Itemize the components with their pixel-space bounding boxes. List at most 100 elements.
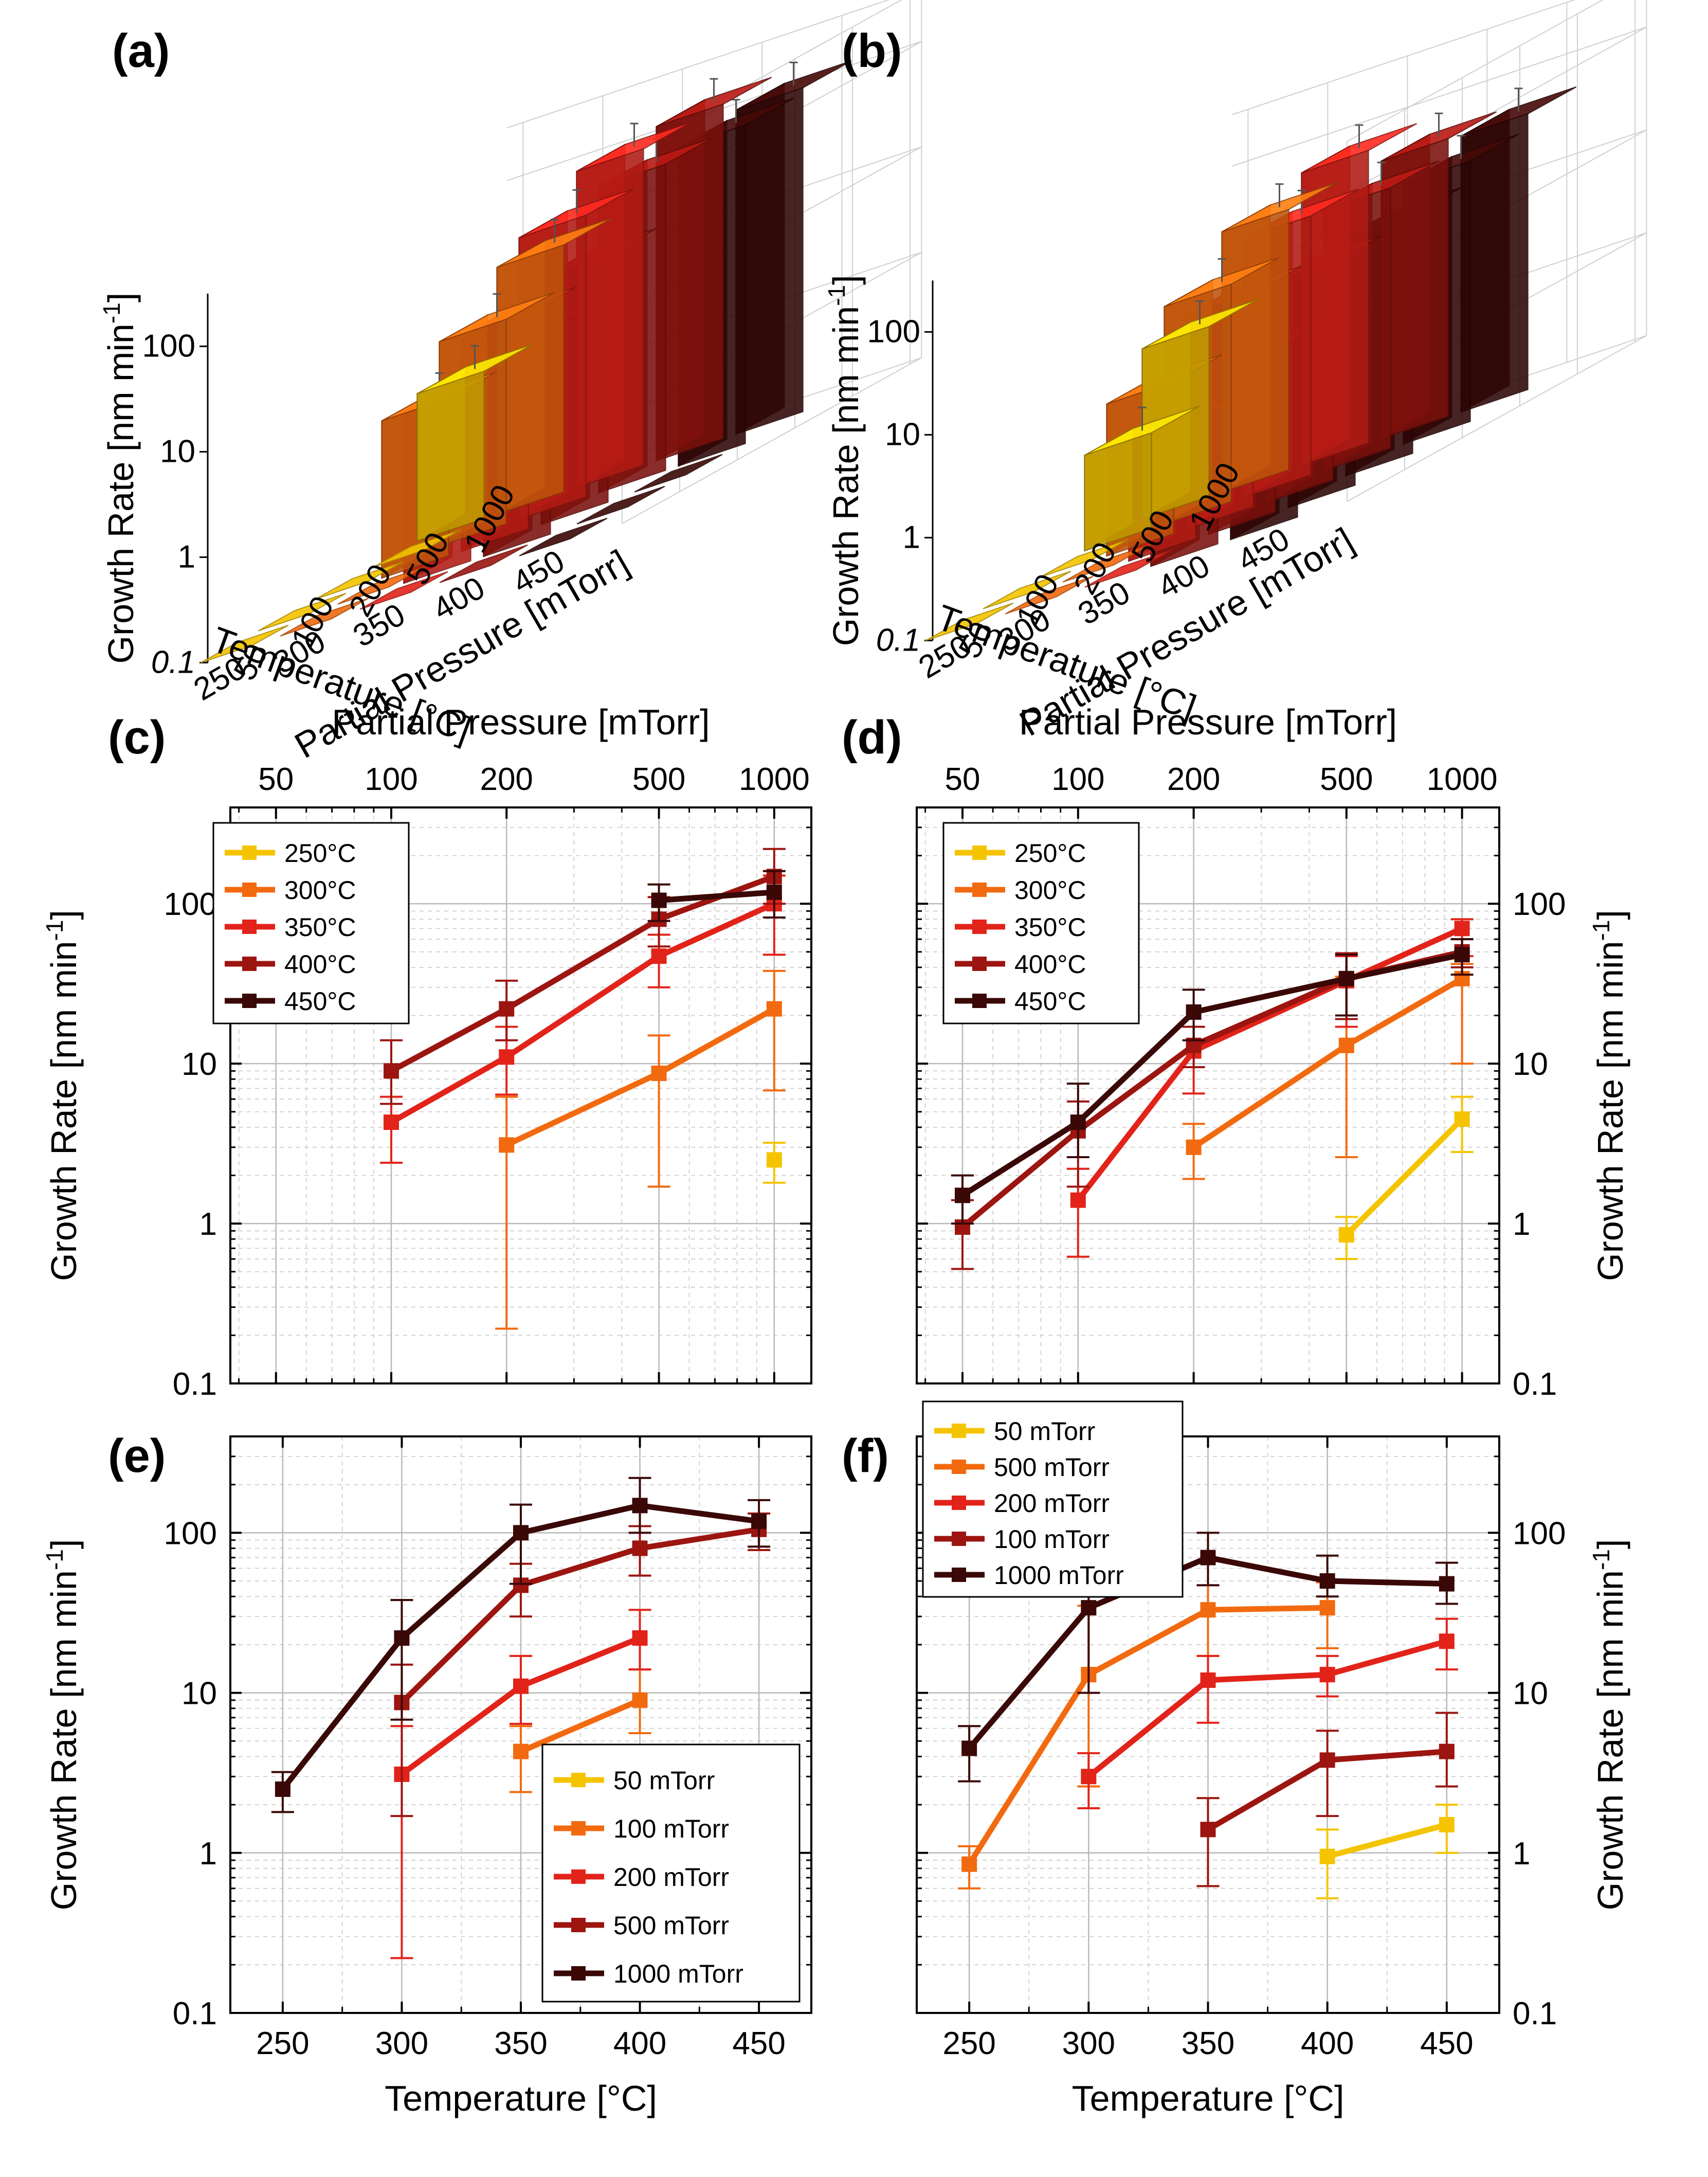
x-tick-label: 400 — [1301, 2026, 1354, 2061]
legend-label: 300°C — [284, 876, 356, 905]
data-point — [651, 1065, 667, 1081]
bar-floor-tile — [280, 598, 369, 637]
data-point — [1081, 1600, 1097, 1616]
data-point — [1200, 1672, 1216, 1688]
series-250-c — [1335, 1095, 1474, 1261]
bar-top-face — [656, 77, 772, 128]
x-axis-title: Temperature [°C] — [1072, 2078, 1344, 2118]
bar-side-face — [1221, 208, 1289, 493]
legend-marker — [571, 1966, 586, 1981]
bar-floor-tile — [337, 566, 426, 605]
data-point — [1081, 1769, 1097, 1785]
legend-box — [922, 1400, 1184, 1598]
x-axis-title: Temperature [°C] — [385, 2078, 657, 2118]
data-point — [1439, 1816, 1455, 1832]
y-tick-label: 10 — [1513, 1676, 1548, 1712]
data-point — [632, 1498, 648, 1514]
bar — [1460, 86, 1577, 413]
series-100-mtorr — [1196, 1712, 1458, 1887]
x-tick-label: 300 — [1062, 2026, 1115, 2061]
data-point — [751, 1513, 767, 1529]
z-axis-title: Growth Rate [nm min-1] — [823, 275, 866, 646]
data-point — [1439, 1633, 1455, 1649]
x-tick-label: 200 — [1167, 762, 1220, 797]
z-tick-label: 100 — [142, 328, 195, 364]
y-tick-label: 0.1 — [1513, 1366, 1557, 1402]
x-axis-title: Partial Pressure [mTorr] — [1019, 702, 1397, 742]
bar — [416, 344, 533, 542]
legend-marker — [571, 1918, 586, 1932]
panel-d-line-chart: (d) 0.1 1 10 100 50 100 200 500 1000 Partial Press… — [842, 702, 1630, 1402]
data-point — [651, 948, 667, 964]
y-axis-title: Growth Rate [nm min-1] — [41, 910, 84, 1281]
legend-marker — [972, 994, 987, 1008]
bar — [1141, 299, 1258, 520]
series-100-mtorr — [510, 1668, 651, 1793]
data-point — [766, 1152, 782, 1168]
bar-floor-tile — [200, 624, 289, 663]
panel-f-line-chart: (f) 0.1 1 10 100 250 300 350 400 450 Temperature [… — [842, 1400, 1630, 2118]
panel-label: (e) — [108, 1430, 166, 1482]
legend-marker — [952, 1568, 966, 1582]
legend-label: 450°C — [1014, 987, 1086, 1016]
x-tick-label: 450 — [1420, 2026, 1473, 2061]
z-tick-label: 10 — [160, 434, 195, 469]
data-point — [1319, 1667, 1335, 1683]
legend: 50 mTorr 500 mTorr 200 mTorr 100 mTorr 1000 … — [922, 1400, 1184, 1598]
bar-floor-tile — [1084, 549, 1173, 588]
data-point — [513, 1743, 529, 1759]
data-point — [499, 1001, 515, 1017]
x-tick-label: 500 — [632, 762, 685, 797]
y-tick-label: 10 — [1513, 1047, 1548, 1082]
panel-label: (b) — [842, 25, 902, 77]
z-tick-label: 0.1 — [151, 644, 195, 680]
panel-label: (f) — [842, 1430, 889, 1482]
data-point — [1200, 1602, 1216, 1618]
legend-label: 50 mTorr — [994, 1417, 1095, 1446]
data-point — [1070, 1192, 1086, 1208]
data-point — [961, 1856, 977, 1872]
z-tick-label: 100 — [867, 314, 920, 349]
legend-label: 250°C — [1014, 839, 1086, 868]
bar — [656, 77, 772, 462]
y-tick-label: 0.1 — [173, 1996, 217, 2031]
legend-marker — [972, 883, 987, 897]
y-tick-label: 0.1 — [1513, 1996, 1557, 2031]
series-450-c — [647, 870, 786, 922]
legend-label: 400°C — [284, 950, 356, 979]
bar — [735, 60, 852, 435]
data-point — [1454, 947, 1470, 963]
z-tick-label: 1 — [903, 519, 920, 555]
panel-label: (d) — [842, 711, 902, 764]
legend-marker — [571, 1821, 586, 1836]
data-point — [1186, 1004, 1202, 1020]
x-tick-label: 100 — [365, 762, 417, 797]
y-tick-label: 10 — [181, 1676, 217, 1712]
y-axis-title: Growth Rate [nm min-1] — [1588, 1539, 1630, 1911]
data-point — [766, 884, 782, 900]
bar-floor-tile — [925, 602, 1014, 641]
data-point — [499, 1049, 515, 1065]
bar-floor-tile — [258, 592, 347, 632]
x-tick-label: 50 — [258, 762, 294, 797]
bar-floor-tile — [634, 454, 723, 493]
series-350-c — [379, 874, 786, 1164]
bars — [925, 86, 1577, 641]
y-tick-label: 10 — [181, 1047, 217, 1082]
x-tick-label: 250 — [256, 2026, 309, 2061]
data-point — [1454, 1111, 1470, 1127]
bar-floor-tile — [1062, 544, 1151, 583]
panel-label: (c) — [108, 711, 166, 764]
y-tick-label: 100 — [1513, 1516, 1566, 1551]
y-tick-label: 100 — [164, 887, 217, 922]
legend-label: 50 mTorr — [613, 1766, 715, 1795]
series-300-c — [1182, 963, 1474, 1180]
y-tick-label: 100 — [1513, 887, 1566, 922]
z-tick-label: 1 — [178, 539, 195, 574]
panel-c-line-chart: (c) 0.1 1 10 100 50 100 200 500 1000 Partial Press… — [41, 702, 812, 1402]
data-point — [1319, 1848, 1335, 1864]
legend: 250°C 300°C 350°C 400°C 450°C — [942, 822, 1140, 1024]
bar-floor-tile — [315, 561, 404, 600]
data-point — [383, 1114, 399, 1130]
